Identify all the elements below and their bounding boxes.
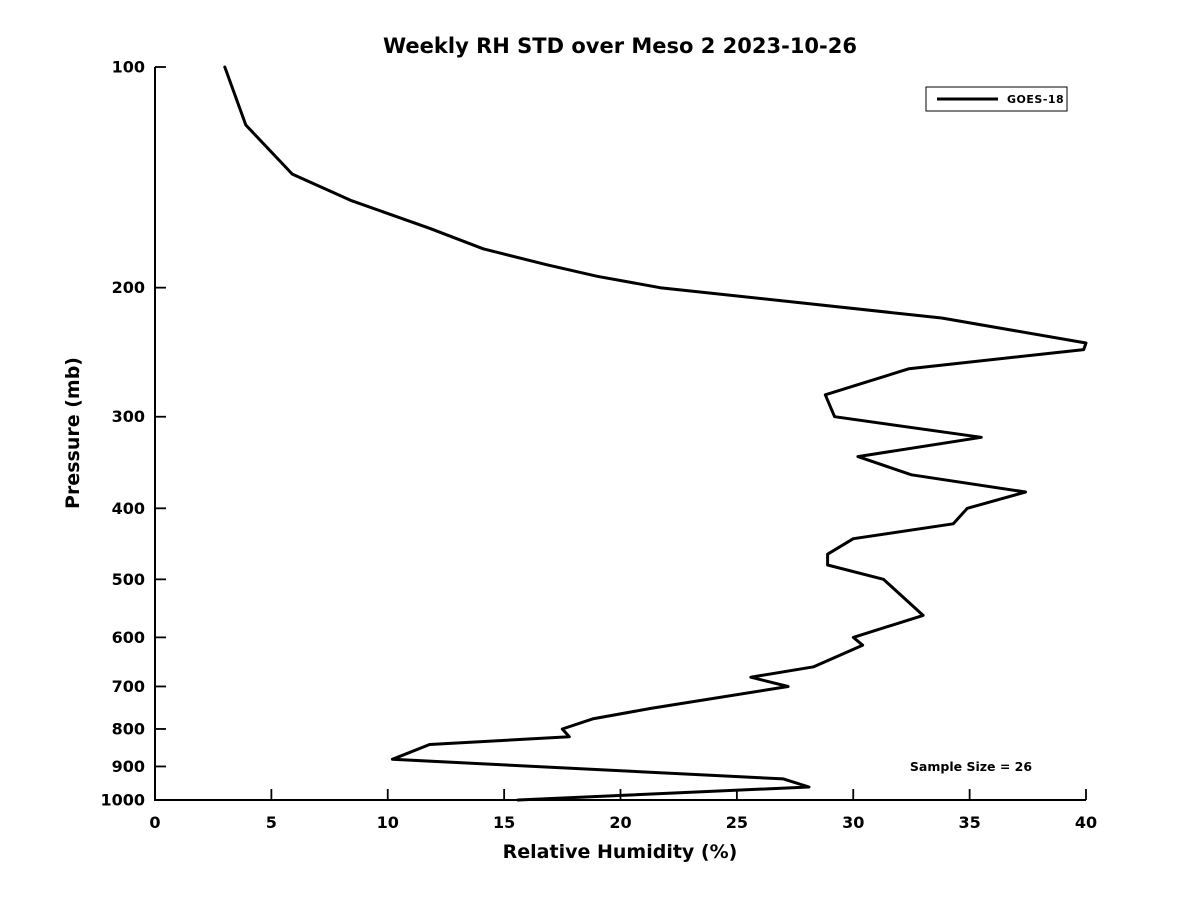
x-tick-label: 10	[377, 813, 399, 832]
x-tick-label: 25	[726, 813, 748, 832]
y-tick-label: 1000	[100, 791, 145, 810]
x-tick-label: 35	[958, 813, 980, 832]
legend: GOES-18	[925, 86, 1068, 112]
y-tick-label: 400	[112, 499, 145, 518]
y-tick-label: 700	[112, 677, 145, 696]
y-tick-label: 200	[112, 278, 145, 297]
y-tick-label: 800	[112, 719, 145, 738]
y-tick-label: 100	[112, 58, 145, 77]
x-tick-label: 5	[266, 813, 277, 832]
x-axis-label: Relative Humidity (%)	[503, 841, 738, 863]
y-axis-ticks: 100 200 300 400 500 600 700 800 900 1000	[100, 58, 166, 810]
x-tick-label: 15	[493, 813, 515, 832]
y-tick-label: 600	[112, 628, 145, 647]
x-tick-label: 30	[842, 813, 864, 832]
x-tick-label: 20	[609, 813, 631, 832]
chart-title: Weekly RH STD over Meso 2 2023-10-26	[383, 34, 857, 58]
y-tick-label: 900	[112, 757, 145, 776]
x-tick-label: 40	[1075, 813, 1097, 832]
legend-label: GOES-18	[1007, 93, 1064, 106]
y-tick-label: 500	[112, 570, 145, 589]
data-line-goes-18	[223, 65, 1088, 802]
y-axis-label: Pressure (mb)	[62, 357, 84, 509]
sample-size-annotation: Sample Size = 26	[910, 759, 1032, 774]
y-tick-label: 300	[112, 407, 145, 426]
x-tick-label: 0	[149, 813, 160, 832]
